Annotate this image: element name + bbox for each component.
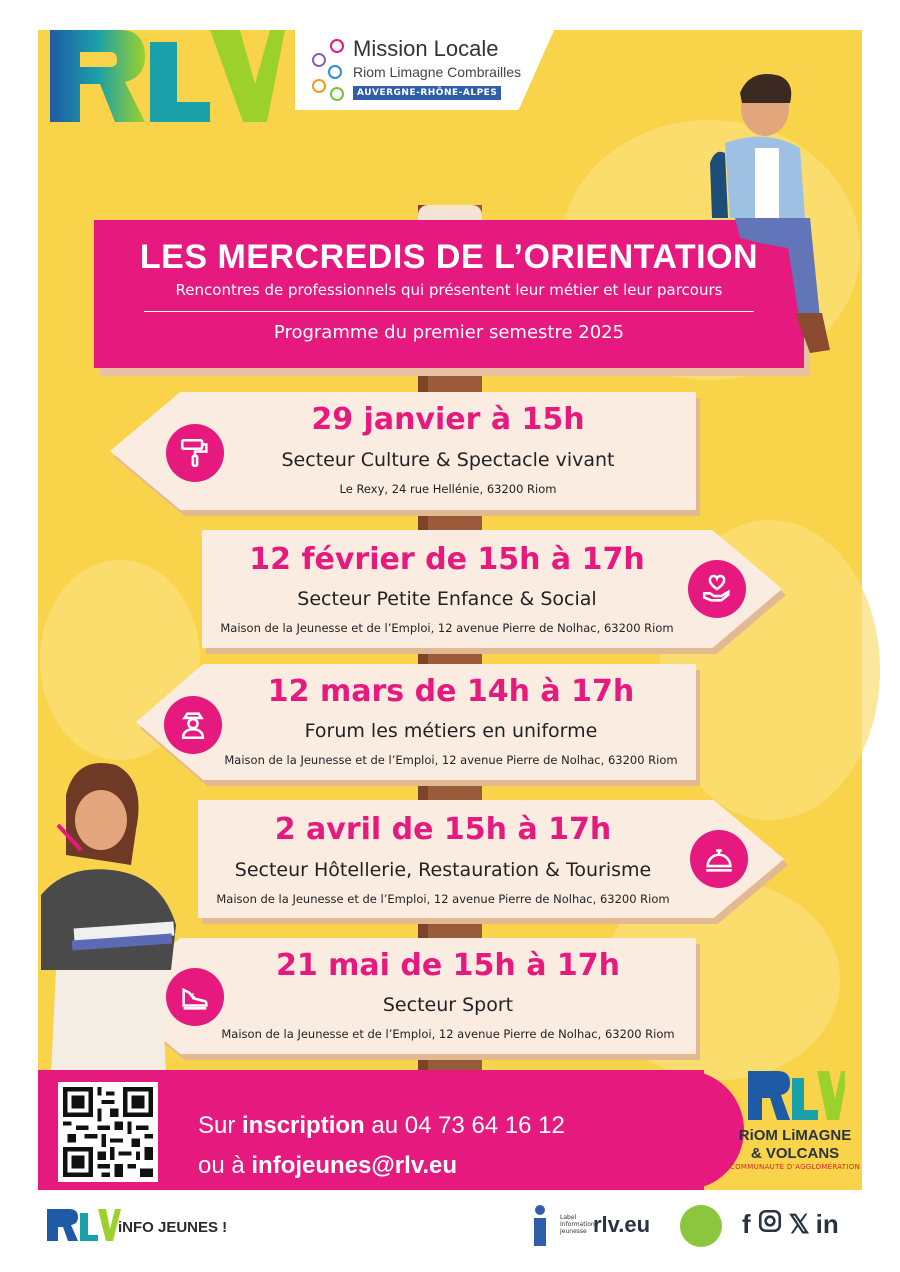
info-jeunes-label: iNFO JEUNES !	[118, 1219, 228, 1236]
x-icon[interactable]: 𝕏	[788, 1209, 810, 1239]
phone-number[interactable]: 04 73 64 16 12	[404, 1112, 565, 1139]
mission-locale-logo: Mission Locale Riom Limagne Combrailles …	[295, 28, 555, 110]
mission-locale-icon	[312, 39, 344, 101]
event-address: Le Rexy, 24 rue Hellénie, 63200 Riom	[339, 482, 557, 496]
event-address: Maison de la Jeunesse et de l’Emploi, 12…	[216, 892, 670, 906]
event-address: Maison de la Jeunesse et de l’Emploi, 12…	[220, 621, 674, 635]
heart-hand-icon	[688, 560, 746, 618]
event-address: Maison de la Jeunesse et de l’Emploi, 12…	[224, 753, 678, 767]
mission-locale-region: AUVERGNE-RHÔNE-ALPES	[353, 86, 502, 100]
label-information-jeunesse: Label Information Jeunesse	[560, 1214, 595, 1235]
facebook-icon[interactable]: f	[742, 1209, 751, 1239]
mission-locale-subtitle: Riom Limagne Combrailles	[353, 64, 522, 80]
event-sector: Secteur Sport	[382, 994, 514, 1016]
social-links: f 𝕏 in	[742, 1208, 839, 1241]
rlv-info-jeunes-logo	[47, 1209, 121, 1241]
qr-code[interactable]	[58, 1082, 158, 1182]
contact-email-line: ou à infojeunes@rlv.eu	[198, 1152, 457, 1180]
website-link[interactable]: rlv.eu	[593, 1212, 651, 1237]
rlv-logo	[45, 22, 285, 132]
event-sector: Secteur Hôtellerie, Restauration & Touri…	[234, 859, 652, 881]
page-title: LES MERCREDIS DE L’ORIENTATION	[139, 238, 759, 276]
event-date: 12 février de 15h à 17h	[249, 542, 645, 577]
paint-roller-icon	[166, 424, 224, 482]
event-address: Maison de la Jeunesse et de l’Emploi, 12…	[221, 1027, 675, 1041]
event-sign-4: 2 avril de 15h à 17h Secteur Hôtellerie,…	[198, 800, 784, 918]
email-link[interactable]: infojeunes@rlv.eu	[251, 1152, 458, 1179]
contact-prefix: ou à	[198, 1152, 252, 1179]
sneaker-icon	[166, 968, 224, 1026]
program-label: Programme du premier semestre 2025	[273, 322, 625, 343]
banner-divider	[144, 311, 754, 312]
title-banner: LES MERCREDIS DE L’ORIENTATION Rencontre…	[94, 220, 804, 368]
contact-prefix: Sur	[198, 1112, 243, 1139]
event-sector: Secteur Petite Enfance & Social	[297, 588, 597, 610]
contact-registration: inscription	[242, 1112, 365, 1139]
rlv-community: COMMUNAUTÉ D’AGGLOMÉRATION	[729, 1163, 861, 1171]
mission-locale-title: Mission Locale	[353, 36, 499, 61]
eco-label-badge	[680, 1205, 722, 1247]
event-sign-2: 12 février de 15h à 17h Secteur Petite E…	[202, 530, 782, 648]
service-bell-icon	[690, 830, 748, 888]
label-information-jeunesse-icon	[534, 1205, 546, 1246]
student-girl-illustration	[41, 763, 176, 1075]
event-date: 21 mai de 15h à 17h	[275, 948, 621, 983]
event-sign-5: 21 mai de 15h à 17h Secteur Sport Maison…	[110, 938, 696, 1054]
rlv-agglomeration-logo: RiOM LiMAGNE & VOLCANS COMMUNAUTÉ D’AGGL…	[720, 1068, 870, 1183]
rlv-name-line1: RiOM LiMAGNE	[738, 1127, 852, 1144]
student-boy-illustration	[710, 74, 830, 353]
page-subtitle: Rencontres de professionnels qui présent…	[175, 281, 723, 299]
event-sector: Secteur Culture & Spectacle vivant	[281, 449, 615, 471]
linkedin-icon[interactable]: in	[815, 1209, 839, 1239]
event-sign-3: 12 mars de 14h à 17h Forum les métiers e…	[136, 664, 696, 780]
officer-icon	[164, 696, 222, 754]
event-date: 29 janvier à 15h	[311, 402, 585, 437]
contact-mid: au	[364, 1112, 405, 1139]
contact-phone-line: Sur inscription au 04 73 64 16 12	[198, 1112, 565, 1140]
instagram-icon[interactable]	[757, 1208, 783, 1241]
event-sector: Forum les métiers en uniforme	[304, 720, 598, 742]
rlv-logo-mark	[748, 1071, 848, 1120]
event-date: 12 mars de 14h à 17h	[267, 674, 635, 709]
rlv-name-line2: & VOLCANS	[750, 1145, 840, 1162]
event-date: 2 avril de 15h à 17h	[274, 812, 612, 847]
